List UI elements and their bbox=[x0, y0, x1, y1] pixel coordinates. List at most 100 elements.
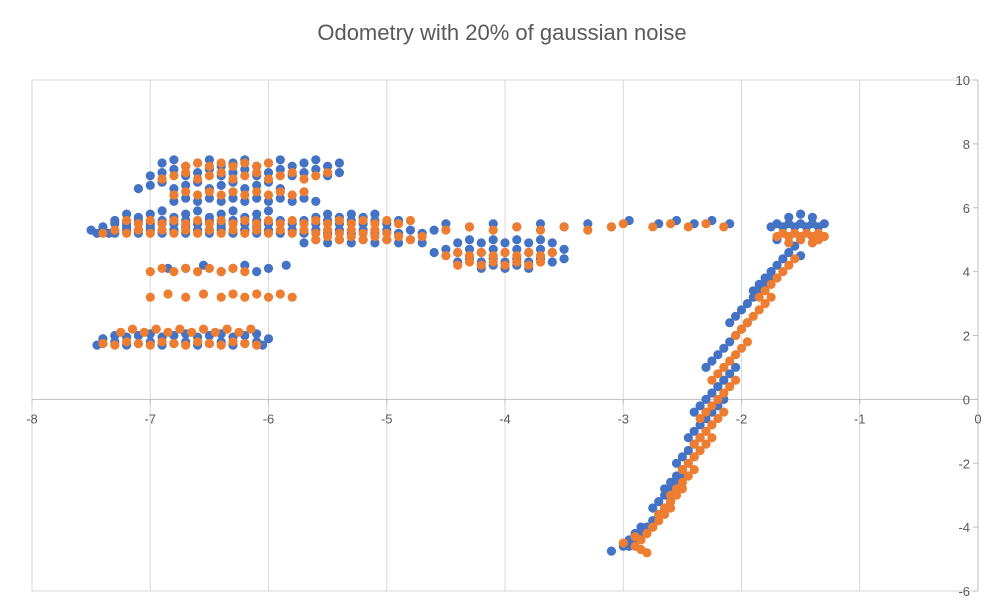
data-point bbox=[524, 238, 534, 248]
data-point bbox=[636, 522, 646, 532]
data-point bbox=[512, 244, 522, 254]
data-point bbox=[169, 215, 179, 226]
data-point bbox=[535, 219, 546, 229]
data-point bbox=[252, 180, 262, 190]
data-point bbox=[157, 225, 167, 235]
data-point bbox=[500, 238, 510, 248]
data-point bbox=[228, 206, 238, 216]
data-point bbox=[323, 231, 333, 242]
data-point bbox=[334, 235, 344, 245]
data-point bbox=[334, 215, 344, 226]
data-point bbox=[334, 158, 344, 168]
data-point bbox=[169, 196, 179, 206]
data-point bbox=[429, 247, 439, 258]
data-point bbox=[127, 324, 138, 334]
data-point bbox=[252, 209, 262, 219]
data-point bbox=[695, 433, 705, 443]
data-point bbox=[736, 305, 747, 315]
data-point bbox=[145, 292, 155, 302]
data-point bbox=[358, 215, 368, 226]
data-point bbox=[701, 394, 711, 404]
data-point bbox=[287, 215, 297, 226]
data-point bbox=[784, 212, 794, 222]
data-point bbox=[346, 225, 356, 235]
data-point bbox=[370, 219, 380, 229]
data-point bbox=[736, 343, 747, 353]
x-tick-label: -4 bbox=[499, 411, 511, 426]
data-point bbox=[252, 340, 262, 350]
data-point bbox=[311, 235, 321, 245]
data-point bbox=[228, 225, 238, 235]
data-point bbox=[453, 238, 463, 248]
data-point bbox=[500, 247, 510, 258]
data-point bbox=[216, 267, 226, 277]
data-point bbox=[181, 187, 191, 197]
data-point bbox=[725, 356, 735, 366]
data-point bbox=[559, 222, 569, 232]
data-point bbox=[204, 338, 214, 349]
data-point bbox=[547, 238, 557, 248]
data-point bbox=[216, 158, 226, 168]
data-point bbox=[275, 193, 285, 203]
data-point bbox=[707, 356, 717, 366]
x-tick-labels: -8 -7 -6 -5 -4 -3 -2 -1 0 bbox=[26, 411, 981, 426]
data-point bbox=[512, 222, 522, 232]
data-point bbox=[488, 251, 498, 261]
data-point bbox=[358, 235, 368, 245]
data-point bbox=[464, 235, 475, 245]
data-point bbox=[157, 158, 167, 168]
data-point bbox=[742, 318, 753, 328]
data-point bbox=[133, 184, 143, 194]
data-point bbox=[731, 330, 741, 341]
data-point bbox=[246, 324, 256, 334]
data-point bbox=[222, 324, 232, 334]
data-point bbox=[731, 350, 741, 360]
x-tick-label: -8 bbox=[26, 411, 38, 426]
data-point bbox=[240, 190, 250, 200]
data-point bbox=[169, 267, 179, 277]
data-point bbox=[464, 257, 475, 267]
data-point bbox=[719, 407, 729, 417]
data-point bbox=[488, 225, 498, 235]
data-point bbox=[234, 327, 244, 337]
data-point bbox=[216, 209, 226, 219]
data-point bbox=[689, 465, 699, 475]
data-point bbox=[240, 215, 250, 226]
y-tick-label: -2 bbox=[958, 456, 970, 471]
data-point bbox=[145, 180, 155, 190]
data-point bbox=[476, 238, 486, 248]
data-point bbox=[157, 168, 167, 178]
data-point bbox=[323, 209, 333, 219]
data-point bbox=[323, 219, 333, 229]
data-point bbox=[731, 311, 741, 321]
data-point bbox=[240, 196, 250, 206]
data-point bbox=[695, 401, 705, 411]
data-point bbox=[228, 289, 238, 299]
data-point bbox=[648, 503, 658, 513]
data-point bbox=[464, 244, 475, 254]
data-point bbox=[110, 340, 120, 350]
data-point bbox=[323, 238, 333, 248]
data-point bbox=[736, 324, 747, 334]
data-point bbox=[252, 187, 262, 197]
data-point bbox=[725, 382, 735, 392]
data-point bbox=[417, 231, 427, 242]
data-point bbox=[760, 299, 770, 309]
data-point bbox=[346, 231, 356, 242]
data-point bbox=[263, 174, 274, 184]
y-tick-label: 2 bbox=[963, 329, 970, 344]
data-point bbox=[193, 196, 203, 206]
data-point bbox=[281, 260, 291, 270]
data-point bbox=[476, 247, 486, 258]
data-point bbox=[204, 155, 214, 165]
data-point bbox=[742, 299, 753, 309]
data-point bbox=[252, 219, 262, 229]
data-point bbox=[778, 267, 788, 277]
data-point bbox=[382, 235, 392, 245]
data-point bbox=[287, 161, 297, 171]
data-point bbox=[535, 235, 546, 245]
data-point bbox=[181, 340, 191, 350]
data-point bbox=[583, 225, 593, 235]
data-point bbox=[287, 196, 297, 206]
data-point bbox=[216, 215, 226, 226]
